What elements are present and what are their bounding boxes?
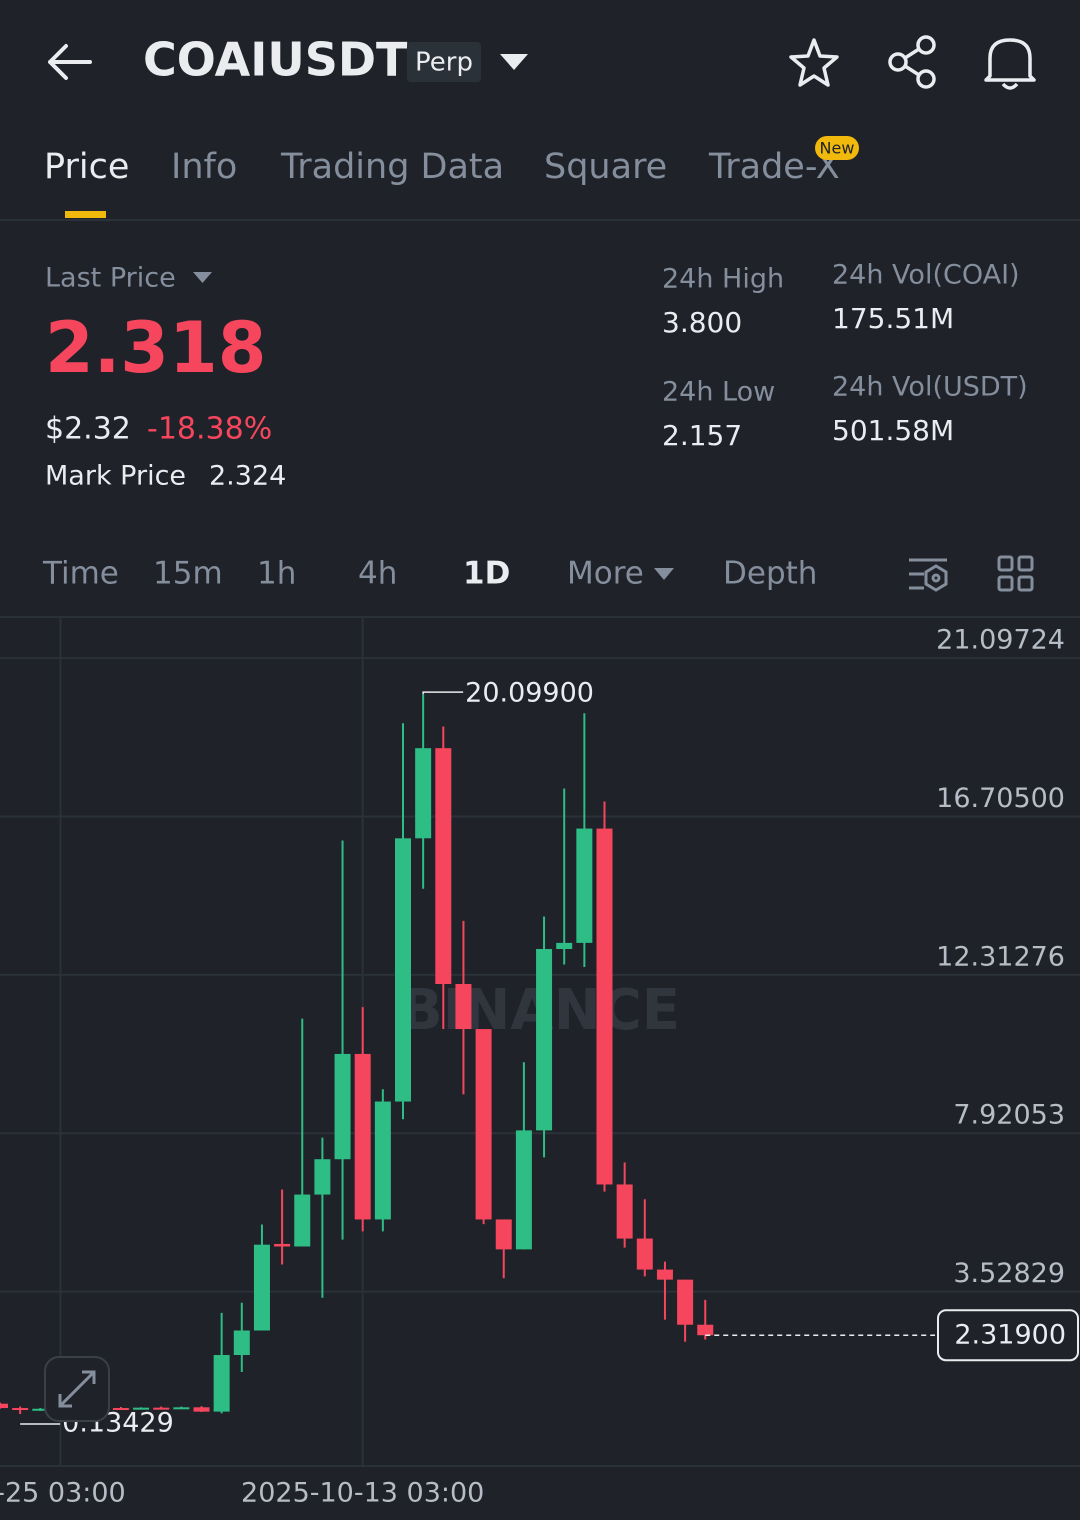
y-tick-label: 16.70500 [936,783,1065,814]
y-tick-label: 12.31276 [936,941,1065,972]
high-marker-label: 20.09900 [465,678,594,709]
candle-body [596,828,613,1185]
tab[interactable]: Trading Data [280,147,504,187]
x-tick-label: -25 03:00 [0,1478,126,1509]
mark-price-label: Mark Price [45,461,186,492]
interval[interactable]: 4h [358,556,397,592]
candle-body [636,1238,653,1270]
share-icon[interactable] [888,35,936,89]
candle-body [415,748,432,839]
indicator-settings-icon[interactable] [909,558,948,592]
candle-body [294,1194,311,1247]
candle-body [536,949,553,1131]
high-value: 3.800 [662,306,742,339]
new-badge: New [820,139,855,158]
candlestick-chart: BINANCE 21.0972416.7050012.312767.920533… [0,618,1080,1509]
y-tick-label: 7.92053 [953,1100,1065,1131]
candle-body [253,1244,270,1331]
interval-active[interactable]: 1D [463,556,510,592]
vol-usdt-value: 501.58M [832,414,954,447]
candle-body [556,942,573,950]
tab[interactable]: Info [171,147,237,187]
candle-body [616,1184,633,1239]
vol-coai-value: 175.51M [832,302,954,335]
candle-body [515,1130,532,1250]
candle-body [233,1330,250,1356]
candle-body [112,1408,129,1411]
low-value: 2.157 [662,419,742,452]
vol-usdt-label: 24h Vol(USDT) [832,372,1028,403]
candle-body [677,1279,694,1325]
fullscreen-button[interactable] [44,1356,110,1422]
interval[interactable]: 15m [153,556,223,592]
high-marker-line [422,691,464,695]
alert-icon[interactable] [984,38,1036,90]
mark-price: 2.324 [209,461,286,492]
interval[interactable]: Time [42,556,119,592]
badge-bg [407,42,481,82]
interval[interactable]: More [567,556,644,592]
x-axis-line [0,1465,1080,1467]
candle-body [314,1159,331,1195]
divider [0,219,1080,221]
candle-body [455,983,472,1030]
tab[interactable]: Price [44,147,129,187]
tab-indicator [65,211,106,218]
candle-body [475,1029,492,1220]
interval[interactable]: Depth [723,556,817,592]
back-button[interactable] [48,44,92,80]
symbol[interactable]: COAIUSDT [143,33,408,87]
tab[interactable]: Square [544,147,667,187]
last-price: 2.318 [45,307,266,389]
high-label: 24h High [662,264,784,295]
dropdown-arrow [193,272,212,283]
candle-body [576,828,593,943]
favorite-icon[interactable] [789,38,839,87]
last-price-box [937,1309,1079,1362]
candle-body [334,1053,351,1160]
divider [0,616,1080,618]
candle-body [435,748,452,984]
candle-body [0,1403,8,1409]
vol-coai-label: 24h Vol(COAI) [832,260,1020,291]
perp-badge: Perp [415,48,473,78]
candle-body [193,1407,210,1412]
last-price-label[interactable]: Last Price [45,263,176,294]
x-tick-label: 2025-10-13 03:00 [241,1478,484,1509]
candle-body [32,1408,49,1411]
candle-body [12,1408,29,1411]
candle-body [354,1053,371,1220]
candle-body [495,1219,512,1250]
usd-price: $2.32 [45,412,131,447]
candle-body [697,1324,714,1336]
candle-body [213,1355,230,1412]
candle-body [153,1407,170,1410]
candle-body [133,1407,150,1410]
symbol-dropdown[interactable] [500,54,528,70]
new-badge-bg [815,136,859,160]
candle-body [374,1101,391,1220]
price-change: -18.38% [147,412,272,447]
y-tick-label: 3.52829 [953,1258,1065,1289]
candle-body [173,1407,190,1410]
layout-icon[interactable] [997,555,1034,592]
candle-body [656,1269,673,1280]
candle-body [395,838,411,1102]
y-tick-label: 21.09724 [936,625,1065,656]
interval[interactable]: 1h [257,556,296,592]
candle-body [274,1243,291,1247]
last-price-label: 2.31900 [954,1320,1066,1351]
low-label: 24h Low [662,377,775,408]
more-arrow [654,568,674,580]
